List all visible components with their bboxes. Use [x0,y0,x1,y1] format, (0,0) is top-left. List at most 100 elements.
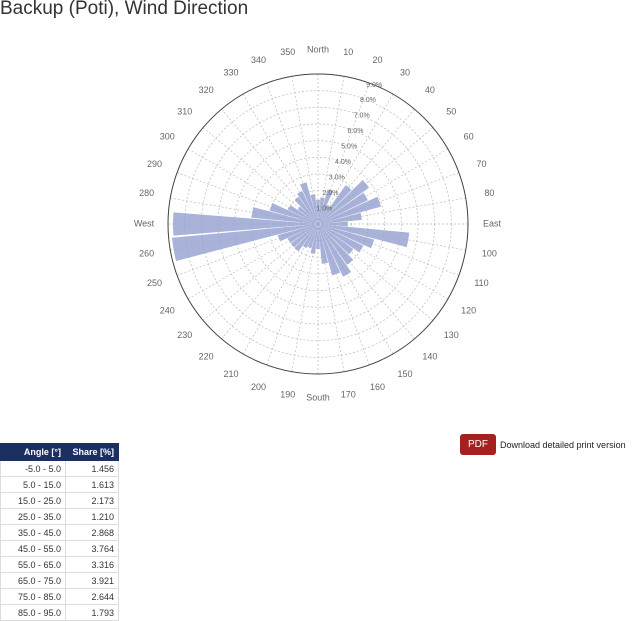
bar [307,224,318,249]
table-row: 5.0 - 15.0 1.613 [0,476,119,493]
table-cell: -5.0 - 5.0 [0,460,66,477]
table-header: Angle [°] [0,443,66,461]
table-cell: 25.0 - 35.0 [0,508,66,525]
y-tick-label: 1.0% [316,205,332,212]
angle-label: 220 [199,352,214,362]
chart: 1.0% 2.0% 3.0% 4.0% 5.0% 6.0% 7.0% 8.0% 9.0% Nort… [134,44,502,402]
angle-label: 310 [177,107,192,117]
bar [318,192,368,224]
bar [318,221,348,227]
table-cell: 1.613 [65,476,119,493]
chart-title: Backup (Poti), Wind Direction [0,0,249,19]
bar [318,224,352,277]
table-cell: 2.173 [65,492,119,509]
table-cell: 65.0 - 75.0 [0,572,66,589]
table-cell: 1.210 [65,508,119,525]
table-cell: 3.764 [65,540,119,557]
angle-label: North [307,44,329,54]
angle-label: 100 [482,249,497,259]
y-tick-label: 5.0% [341,144,357,151]
angle-label: 110 [474,278,488,288]
angle-label: 170 [341,390,356,400]
angle-label: 350 [280,47,295,57]
angle-label: 70 [476,159,486,169]
angle-label: 30 [400,68,410,78]
y-tick-label: 7.0% [354,113,370,120]
table-cell: 1.793 [65,604,119,621]
table-header: Share [%] [65,443,119,461]
table-cell: 3.316 [65,556,119,573]
y-tick-label: 3.0% [329,174,345,181]
table-row: 55.0 - 65.0 3.316 [0,556,119,573]
angle-label: 230 [177,330,192,340]
angle-label: 240 [160,305,175,315]
angle-label: 210 [223,369,238,379]
spoke [317,93,394,225]
table-row: 75.0 - 85.0 2.644 [0,588,119,605]
table-cell: 55.0 - 65.0 [0,556,66,573]
table-row: 25.0 - 35.0 1.210 [0,508,119,525]
bar [318,205,330,224]
bar [315,224,321,249]
angle-label: 160 [370,382,385,392]
y-tick-label: 6.0% [347,128,363,135]
download-link[interactable]: PDF Download detailed print version [460,434,626,455]
angle-label: 260 [139,249,154,259]
bar [318,179,370,224]
table-cell: 15.0 - 25.0 [0,492,66,509]
table-cell: 1.456 [65,460,119,477]
angle-label: 80 [484,188,494,198]
bar [318,224,354,265]
bar [318,212,362,224]
bar [316,199,320,224]
bar [318,224,341,276]
angle-label: East [483,218,502,228]
bar [171,224,318,261]
bar [251,207,318,224]
bar [287,224,318,243]
outer-circle [167,73,469,375]
bar [294,196,318,224]
download-text[interactable]: Download detailed print version [500,439,626,450]
grid-ring [200,106,436,342]
bar [318,185,352,224]
table-cell: 2.868 [65,524,119,541]
table-row: 15.0 - 25.0 2.173 [0,492,119,509]
table-row: 35.0 - 45.0 2.868 [0,524,119,541]
pdf-button[interactable]: PDF [460,434,496,455]
angle-label: 320 [199,85,214,95]
angle-label: 250 [147,278,162,288]
table-cell: 5.0 - 15.0 [0,476,66,493]
angle-label: 120 [461,305,476,315]
bar [310,194,318,224]
table-cell: 3.921 [65,572,119,589]
angle-label: 300 [160,131,175,141]
bar [318,197,325,224]
bar [297,206,318,224]
bar [290,224,318,248]
y-tick-label: 8.0% [360,97,376,104]
angle-label: 190 [280,390,295,400]
angle-label: 330 [223,68,238,78]
table-row: -5.0 - 5.0 1.456 [0,460,119,477]
table-row: 85.0 - 95.0 1.793 [0,604,119,621]
data-table: Angle [°] Share [%] -5.0 - 5.0 1.456 5.0 - 1… [0,443,119,621]
angle-label: West [134,218,155,228]
angle-label: 290 [147,159,162,169]
bar [287,205,318,224]
angle-label: 50 [446,107,456,117]
angle-label: 10 [343,47,353,57]
angle-label: 140 [422,352,437,362]
bar [297,190,318,224]
table-cell: 85.0 - 95.0 [0,604,66,621]
table-cell: 75.0 - 85.0 [0,588,66,605]
table-row: 65.0 - 75.0 3.921 [0,572,119,589]
bar [318,224,375,249]
angle-label: 130 [444,330,459,340]
bar [318,224,329,264]
bar [172,212,318,236]
bar [318,196,382,224]
bar [294,224,318,252]
bar [302,224,318,249]
